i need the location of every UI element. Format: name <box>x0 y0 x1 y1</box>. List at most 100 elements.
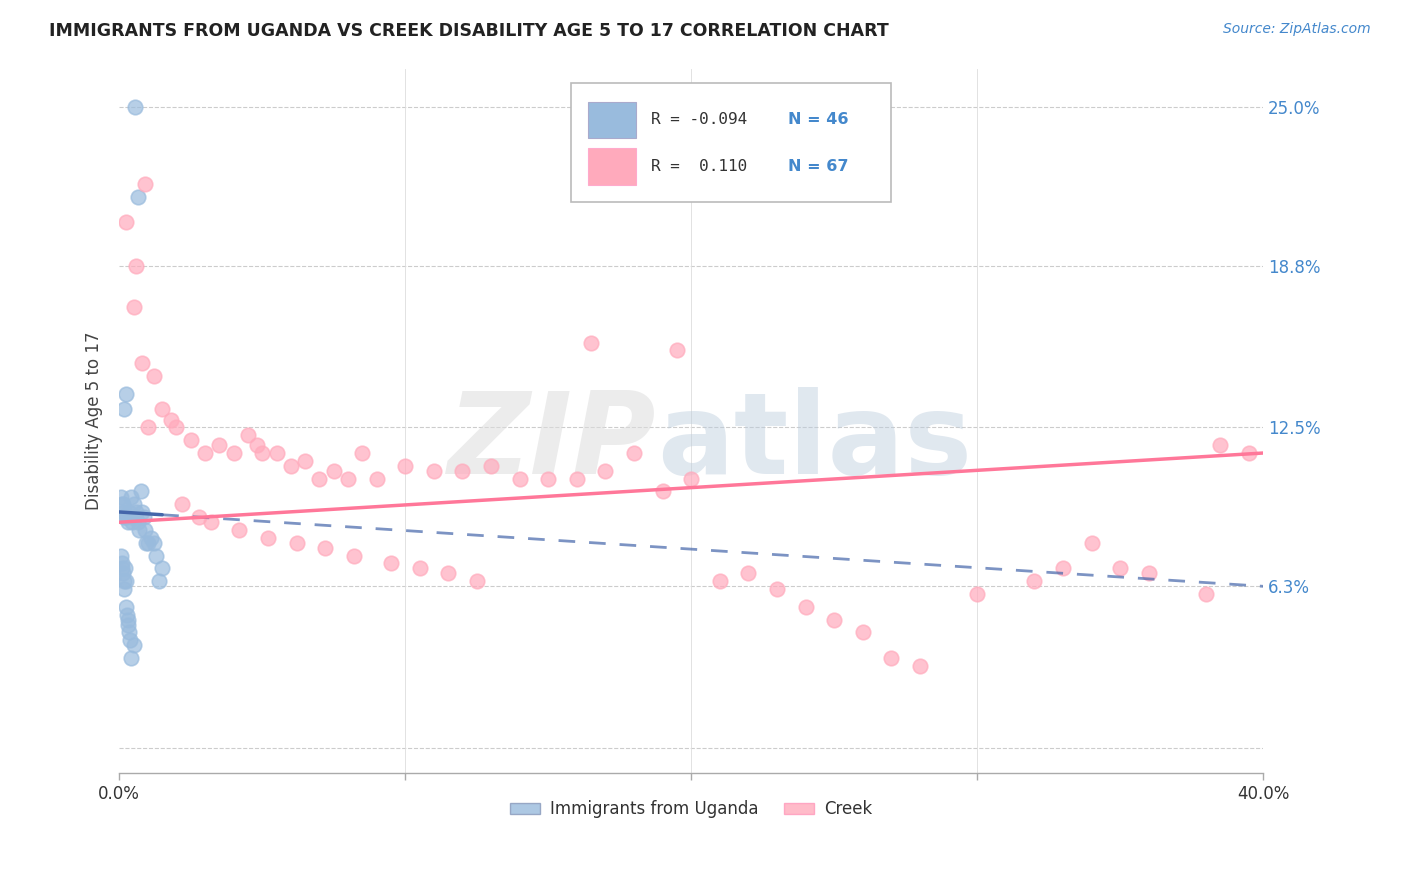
Point <box>823 613 845 627</box>
Point <box>124 100 146 114</box>
Point <box>110 497 132 511</box>
Point <box>112 402 135 417</box>
Point <box>128 523 150 537</box>
Point <box>1080 535 1102 549</box>
Text: R = -0.094: R = -0.094 <box>651 112 748 128</box>
Point <box>257 531 280 545</box>
Point <box>112 582 135 596</box>
Point <box>117 515 139 529</box>
Point <box>294 453 316 467</box>
Point <box>322 464 344 478</box>
Point <box>112 574 135 589</box>
Point <box>595 464 617 478</box>
Point <box>1237 446 1260 460</box>
Point <box>114 574 136 589</box>
Point <box>252 446 274 460</box>
Point <box>479 458 502 473</box>
Point <box>394 458 416 473</box>
Point <box>134 523 156 537</box>
Point <box>245 438 267 452</box>
Point <box>125 505 148 519</box>
Point <box>380 556 402 570</box>
FancyBboxPatch shape <box>571 83 891 202</box>
Point <box>111 556 134 570</box>
Point <box>117 607 139 622</box>
Text: IMMIGRANTS FROM UGANDA VS CREEK DISABILITY AGE 5 TO 17 CORRELATION CHART: IMMIGRANTS FROM UGANDA VS CREEK DISABILI… <box>49 22 889 40</box>
Point <box>142 369 165 384</box>
Text: atlas: atlas <box>657 386 972 498</box>
Point <box>110 561 132 575</box>
Point <box>114 387 136 401</box>
Point <box>766 582 789 596</box>
Point <box>115 599 138 614</box>
FancyBboxPatch shape <box>588 102 637 138</box>
Point <box>737 566 759 581</box>
Text: N = 67: N = 67 <box>789 159 849 174</box>
Point <box>166 420 188 434</box>
Point <box>266 446 288 460</box>
Point <box>129 484 152 499</box>
Point <box>110 490 132 504</box>
Point <box>352 446 374 460</box>
Point <box>852 625 875 640</box>
Point <box>366 472 388 486</box>
Point <box>125 259 148 273</box>
Point <box>236 428 259 442</box>
Point <box>308 472 330 486</box>
Point <box>651 484 673 499</box>
Point <box>1195 587 1218 601</box>
Point <box>150 561 173 575</box>
Point <box>537 472 560 486</box>
Point <box>135 535 157 549</box>
Point <box>159 413 181 427</box>
Point <box>121 515 143 529</box>
Point <box>908 658 931 673</box>
Point <box>142 535 165 549</box>
Text: Source: ZipAtlas.com: Source: ZipAtlas.com <box>1223 22 1371 37</box>
Point <box>136 535 159 549</box>
Point <box>131 356 153 370</box>
Point <box>136 420 159 434</box>
Point <box>451 464 474 478</box>
Point <box>120 633 142 648</box>
Point <box>966 587 988 601</box>
Point <box>465 574 488 589</box>
Point <box>208 438 231 452</box>
Text: N = 46: N = 46 <box>789 112 849 128</box>
Point <box>194 446 217 460</box>
Point <box>172 497 194 511</box>
Text: ZIP: ZIP <box>449 386 657 498</box>
Point <box>1024 574 1046 589</box>
Point <box>132 510 155 524</box>
Point <box>880 651 903 665</box>
Point <box>110 549 132 563</box>
Point <box>423 464 446 478</box>
Point <box>111 497 134 511</box>
Point <box>314 541 336 555</box>
Point <box>579 335 602 350</box>
Legend: Immigrants from Uganda, Creek: Immigrants from Uganda, Creek <box>503 794 879 825</box>
Point <box>1109 561 1132 575</box>
Point <box>150 402 173 417</box>
Y-axis label: Disability Age 5 to 17: Disability Age 5 to 17 <box>86 332 103 510</box>
Point <box>111 566 134 581</box>
Point <box>127 515 149 529</box>
Point <box>709 574 731 589</box>
Point <box>228 523 250 537</box>
Point <box>139 531 162 545</box>
Point <box>188 510 211 524</box>
Point <box>1052 561 1074 575</box>
Point <box>665 343 688 358</box>
Point <box>118 505 141 519</box>
Point <box>124 510 146 524</box>
Point <box>285 535 308 549</box>
Text: R =  0.110: R = 0.110 <box>651 159 748 174</box>
Point <box>118 625 141 640</box>
Point <box>127 189 149 203</box>
Point <box>343 549 366 563</box>
Point <box>180 433 202 447</box>
Point <box>112 505 135 519</box>
Point <box>122 497 145 511</box>
Point <box>120 490 142 504</box>
Point <box>337 472 360 486</box>
